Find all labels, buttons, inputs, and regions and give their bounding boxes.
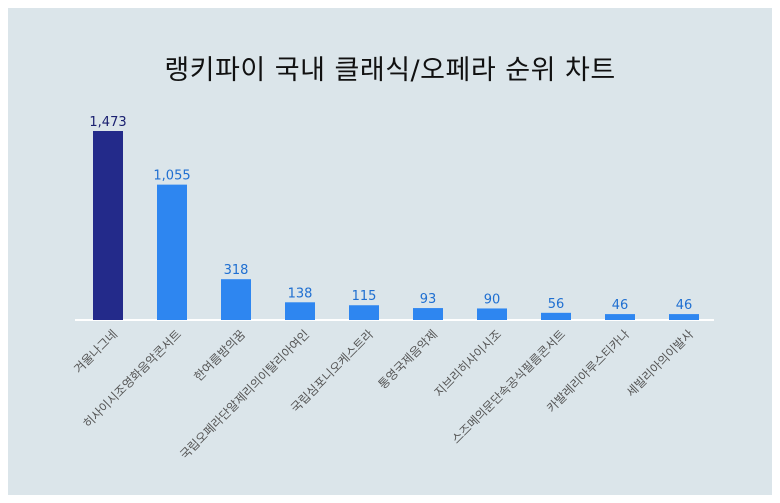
chart-panel bbox=[8, 8, 772, 495]
data-label: 318 bbox=[224, 263, 249, 278]
bar bbox=[285, 302, 315, 320]
data-label: 115 bbox=[352, 289, 377, 304]
bar bbox=[221, 279, 251, 320]
data-label: 1,055 bbox=[153, 169, 190, 184]
bar bbox=[413, 308, 443, 320]
data-label: 46 bbox=[612, 298, 629, 313]
data-label: 90 bbox=[484, 292, 501, 307]
data-label: 138 bbox=[288, 286, 313, 301]
bar bbox=[157, 184, 187, 320]
data-label: 46 bbox=[676, 298, 693, 313]
category-label: 세빌리아의이발사 bbox=[624, 327, 696, 399]
data-label: 56 bbox=[548, 297, 565, 312]
bar bbox=[541, 312, 571, 320]
category-label: 겨울나그네 bbox=[71, 327, 120, 376]
category-label: 지브리히사이시조 bbox=[432, 327, 504, 399]
data-label: 93 bbox=[420, 292, 437, 307]
data-label: 1,473 bbox=[89, 115, 126, 130]
bar bbox=[349, 305, 379, 320]
category-label: 통영국제음악제 bbox=[376, 327, 441, 392]
bar bbox=[477, 308, 507, 320]
chart-title: 랭키파이 국내 클래식/오페라 순위 차트 bbox=[164, 55, 616, 86]
category-label: 스즈메의문단속공식필름콘서트 bbox=[449, 327, 568, 446]
bar bbox=[605, 314, 635, 320]
category-label: 국립오페라단알제리의이탈리아여인 bbox=[177, 327, 312, 462]
bar bbox=[669, 314, 699, 320]
category-label: 한여름밤의꿈 bbox=[191, 327, 248, 384]
bar bbox=[93, 131, 123, 320]
